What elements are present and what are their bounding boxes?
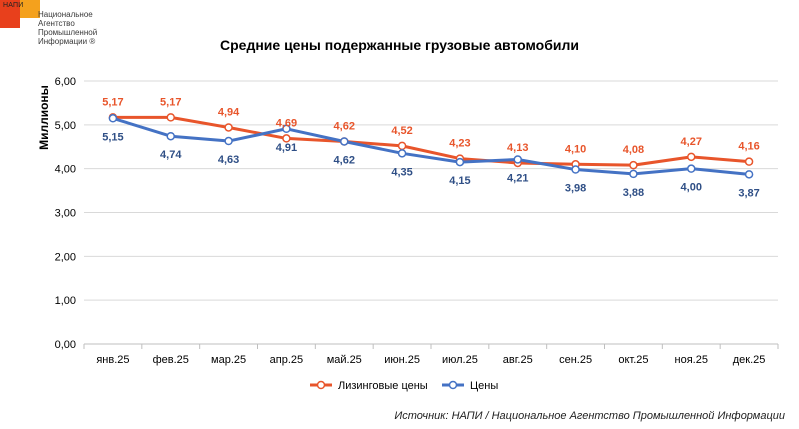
y-tick-label: 2,00 [55,251,76,263]
logo-short-name: НАПИ [3,2,24,9]
logo-line-2: Агентство [38,19,75,28]
data-point-leasing-prices [166,113,175,122]
x-tick-label: янв.25 [96,354,129,366]
data-point-prices [455,157,465,167]
data-point-leasing-prices [397,141,407,151]
data-label-prices: 3,87 [738,187,759,199]
series-line-prices [112,116,750,176]
logo-line-4: Информации ® [38,37,96,46]
data-label-prices: 4,91 [276,142,297,154]
x-tick-label: май.25 [327,354,362,366]
series-line-leasing-prices [112,115,750,167]
y-tick-label: 4,00 [55,164,76,176]
data-point-leasing-prices [224,123,233,132]
data-label-prices: 4,35 [391,166,412,178]
logo-orange-block [20,0,40,18]
data-point-prices [629,169,638,179]
x-tick-label: сен.25 [559,354,592,366]
logo-line-3: Промышленной [38,28,98,37]
source-note: Источник: НАПИ / Национальное Агентство … [394,410,785,422]
data-point-prices [571,165,580,174]
data-label-prices: 4,74 [160,149,182,161]
data-label-prices: 4,21 [507,172,528,184]
logo-text: Национальное Агентство Промышленной Инфо… [38,10,97,46]
y-tick-label: 3,00 [55,208,76,220]
logo-red-block [0,0,20,28]
data-point-prices [687,164,696,173]
data-label-prices: 4,00 [681,182,702,194]
x-tick-label: мар.25 [211,354,246,366]
x-tick-label: окт.25 [618,354,648,366]
data-label-leasing-prices: 4,27 [681,136,702,148]
data-point-leasing-prices [282,134,291,143]
legend-label-leasing-prices: Лизинговые цены [338,380,428,392]
data-point-leasing-prices [687,152,696,162]
data-point-prices [224,136,233,146]
data-label-prices: 5,15 [102,131,123,143]
data-label-leasing-prices: 4,69 [276,117,297,129]
data-point-prices [340,137,349,146]
logo-line-1: Национальное [38,10,93,19]
data-label-prices: 3,98 [565,183,586,195]
data-label-prices: 4,15 [449,175,470,187]
x-tick-label: дек.25 [733,354,766,366]
data-point-prices [744,170,754,179]
data-point-prices [513,155,522,164]
y-tick-label: 1,00 [55,295,76,307]
data-label-prices: 4,62 [334,154,355,166]
data-label-leasing-prices: 4,13 [507,142,528,154]
data-label-leasing-prices: 4,08 [623,144,644,156]
data-label-leasing-prices: 4,23 [449,138,470,150]
y-tick-label: 0,00 [55,339,76,351]
legend-marker-leasing-prices [316,380,326,390]
legend-marker-prices [448,380,458,390]
x-tick-label: июн.25 [384,354,420,366]
y-tick-label: 5,00 [55,120,76,132]
data-label-leasing-prices: 5,17 [102,96,123,108]
data-label-leasing-prices: 4,62 [334,120,355,132]
data-label-leasing-prices: 4,94 [218,106,240,118]
data-label-leasing-prices: 4,10 [565,143,586,155]
data-point-leasing-prices [629,160,638,170]
data-point-prices [282,124,291,134]
data-label-leasing-prices: 4,52 [391,125,412,137]
x-tick-label: фев.25 [153,354,189,366]
x-tick-label: авг.25 [503,354,533,366]
data-label-prices: 4,63 [218,154,239,166]
data-point-prices [397,149,407,158]
data-point-leasing-prices [744,157,754,166]
y-axis-title: Миллионы [37,85,51,150]
chart-title: Средние цены подержанные грузовые автомо… [220,37,579,53]
y-tick-label: 6,00 [55,76,76,88]
data-label-leasing-prices: 4,16 [738,141,759,153]
x-tick-label: июл.25 [442,354,478,366]
x-tick-label: апр.25 [270,354,303,366]
legend-label-prices: Цены [470,380,498,392]
data-point-prices [108,114,118,123]
x-tick-label: ноя.25 [675,354,708,366]
data-point-prices [166,131,175,141]
data-label-prices: 3,88 [623,187,644,199]
data-label-leasing-prices: 5,17 [160,96,181,108]
